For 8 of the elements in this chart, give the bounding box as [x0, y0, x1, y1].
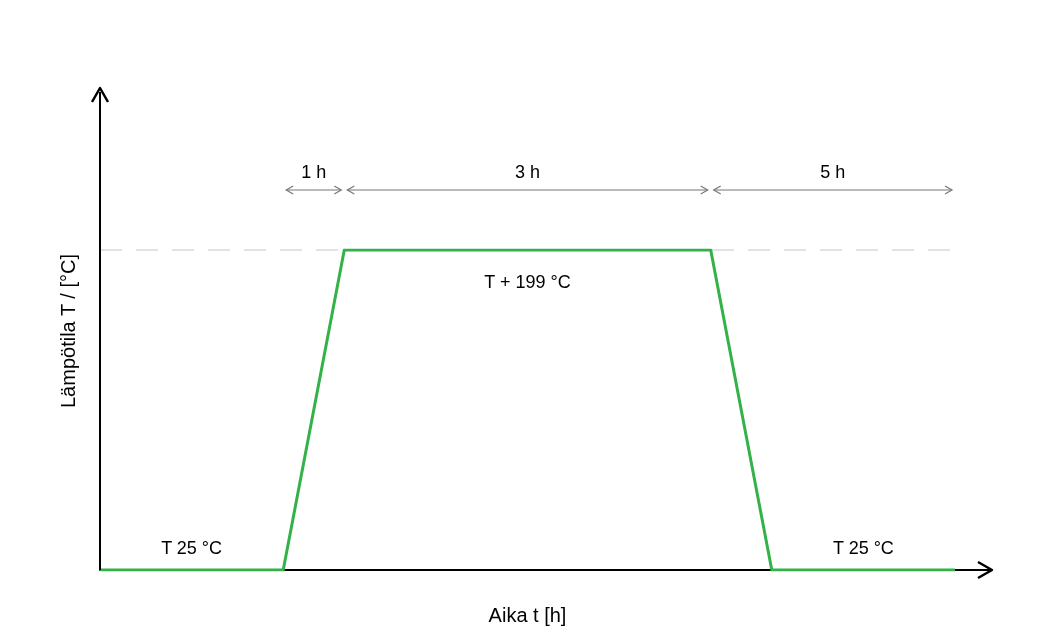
text: 1 h — [301, 162, 327, 182]
annotation: T 25 °C — [161, 538, 223, 558]
y-axis-title: Lämpötila T / [°C] — [57, 254, 79, 408]
annotation: T + 199 °C — [484, 272, 571, 292]
text: 5 h — [820, 162, 846, 182]
text: 3 h — [514, 162, 541, 182]
annotation: T 25 °C — [832, 538, 894, 558]
x-axis-title: Aika t [h] — [488, 604, 567, 626]
